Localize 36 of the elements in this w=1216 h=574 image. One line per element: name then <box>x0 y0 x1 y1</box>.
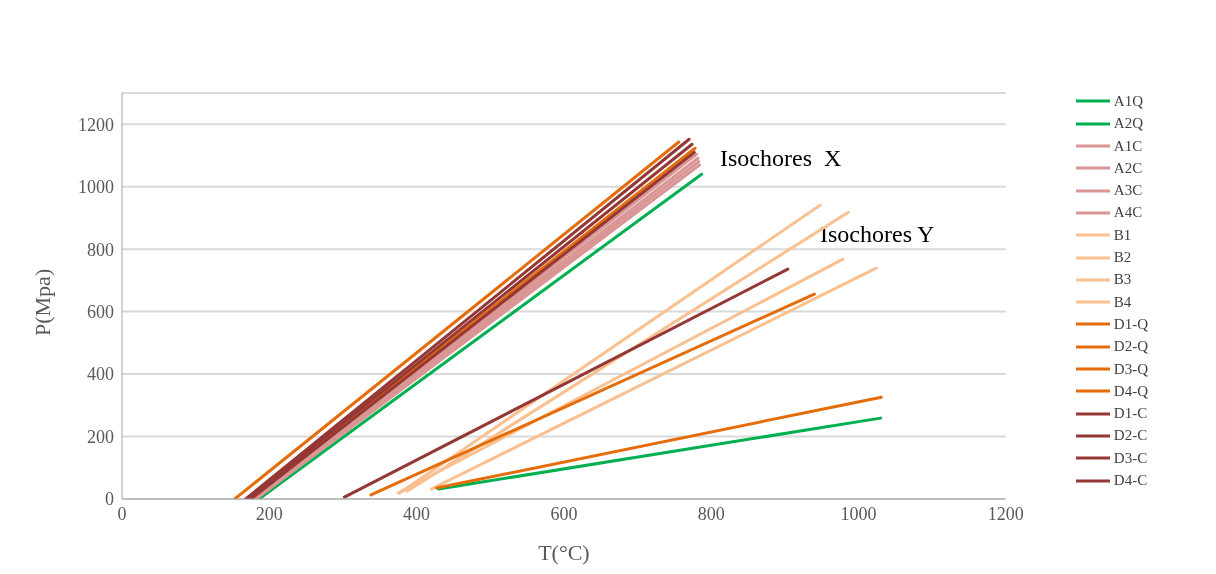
legend-label: B3 <box>1113 271 1132 289</box>
y-axis-title: P(Mpa) <box>29 268 55 336</box>
legend-label: A2Q <box>1113 115 1143 133</box>
x-axis-title: T(°C) <box>538 540 590 565</box>
legend-label: D3-Q <box>1113 360 1148 378</box>
legend-label: B1 <box>1113 226 1132 244</box>
y-tick-label: 400 <box>87 364 114 385</box>
legend-label: A3C <box>1113 182 1143 200</box>
x-tick-label: 200 <box>255 503 283 524</box>
y-tick-label: 800 <box>87 239 114 260</box>
legend-label: A1C <box>1113 137 1143 155</box>
x-tick-label: 1000 <box>840 503 877 524</box>
legend-label: D4-Q <box>1113 382 1148 400</box>
y-tick-label: 200 <box>87 426 114 447</box>
y-tick-label: 0 <box>105 489 114 510</box>
legend-label: A1Q <box>1113 92 1143 110</box>
y-tick-label: 1200 <box>78 114 114 135</box>
legend-label: D4-C <box>1113 472 1148 490</box>
legend-label: B2 <box>1113 249 1132 267</box>
legend-label: D3-C <box>1113 449 1148 467</box>
legend-label: A2C <box>1113 159 1143 177</box>
y-tick-label: 1000 <box>78 177 114 198</box>
y-tick-label: 600 <box>87 302 114 323</box>
legend-label: D2-Q <box>1113 338 1148 356</box>
x-tick-label: 600 <box>550 503 578 524</box>
annotation: Isochores Y <box>820 220 935 247</box>
legend-label: D1-Q <box>1113 315 1148 333</box>
legend-label: A4C <box>1113 204 1143 222</box>
x-tick-label: 1200 <box>987 503 1024 524</box>
x-tick-label: 0 <box>117 503 127 524</box>
x-tick-label: 800 <box>697 503 725 524</box>
legend-label: D1-C <box>1113 405 1148 423</box>
legend-label: B4 <box>1113 293 1132 311</box>
x-tick-label: 400 <box>403 503 431 524</box>
annotation: Isochores X <box>720 144 842 171</box>
legend-label: D2-C <box>1113 427 1148 445</box>
